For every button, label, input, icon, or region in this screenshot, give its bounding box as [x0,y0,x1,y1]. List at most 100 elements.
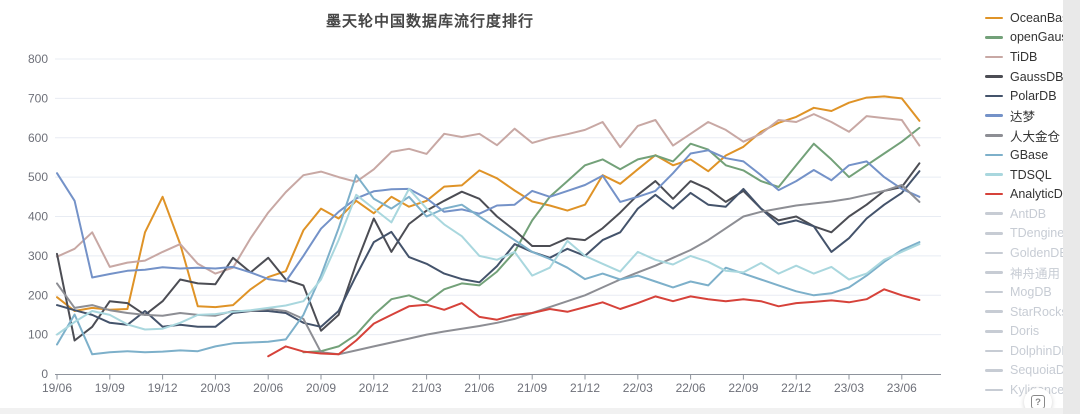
x-axis-tick-label: 22/03 [623,381,653,395]
legend-item-TDengine[interactable]: TDengine [985,224,1065,244]
legend-item-AnalyticDB[interactable]: AnalyticDB [985,184,1071,204]
legend-label: GBase [1010,147,1049,162]
legend-label: PolarDB [1010,89,1057,104]
legend-item-OceanBase[interactable]: OceanBase [985,8,1075,28]
x-axis-tick-label: 19/12 [148,381,178,395]
legend-line-swatch [985,232,1003,235]
legend-item-openGauss[interactable]: openGauss [985,28,1074,48]
legend-line-swatch [985,330,1003,333]
x-axis-tick-label: 20/03 [200,381,230,395]
x-axis-tick-label: 20/09 [306,381,336,395]
series-line-TiDB[interactable] [56,113,921,275]
x-axis-tick-label: 22/09 [728,381,758,395]
legend-item-TDSQL[interactable]: TDSQL [985,165,1065,185]
legend-line-swatch [985,55,1003,59]
legend-item-GoldenDB[interactable]: GoldenDB [985,243,1068,263]
legend-label: SequoiaDB [1010,363,1074,378]
x-axis-tick-label: 20/06 [253,381,283,395]
x-axis-tick-label: 23/03 [834,381,864,395]
legend-line-swatch [985,75,1003,78]
legend-item-Doris[interactable]: Doris [985,322,1065,342]
line-chart-canvas[interactable]: 0 100 200 300 400 500 600 700 800 19/06 19/09 19/12… [0,0,960,410]
question-mark-icon: ? [1031,395,1045,409]
series-line-openGauss[interactable] [302,126,921,354]
series-line-达梦[interactable] [56,149,921,283]
legend-label: MogDB [1010,285,1052,300]
legend-line-swatch [985,36,1003,39]
legend-line-swatch [985,153,1003,157]
y-axis-tick-label: 400 [28,210,48,224]
legend-item-PolarDB[interactable]: PolarDB [985,86,1065,106]
legend-item-StarRocks[interactable]: StarRocks [985,302,1068,322]
series-line-PolarDB[interactable] [56,170,921,328]
legend-label: AntDB [1010,206,1047,221]
legend-item-人大金仓[interactable]: 人大金仓 [985,126,1065,146]
legend-label: 达梦 [1010,110,1036,125]
x-axis-tick-label: 20/12 [359,381,389,395]
legend-line-swatch [985,134,1003,137]
legend-label: GoldenDB [1010,245,1068,260]
legend-label: StarRocks [1010,304,1068,319]
legend-line-swatch [985,349,1003,353]
legend-item-AntDB[interactable]: AntDB [985,204,1065,224]
legend-line-swatch [985,212,1003,216]
x-axis-tick-label: 21/03 [412,381,442,395]
page-bottom-gutter [0,408,1063,414]
legend-item-TiDB[interactable]: TiDB [985,47,1065,67]
x-axis-tick-label: 19/09 [95,381,125,395]
legend-label: DolphinDB [1010,343,1070,358]
legend-label: 神舟通用 [1010,267,1061,282]
legend-label: TiDB [1010,49,1038,64]
legend-line-swatch [985,173,1003,176]
y-axis-tick-label: 100 [28,328,48,342]
legend-line-swatch [985,290,1003,294]
series-line-GBase[interactable] [56,174,921,356]
grid-lines [55,58,941,336]
series-line-AnalyticDB[interactable] [267,288,921,358]
y-axis-tick-label: 800 [28,52,48,66]
series-line-GaussDB[interactable] [56,162,921,342]
legend: OceanBase openGauss TiDB GaussDB PolarDB 达梦人大… [985,8,1075,400]
legend-item-达梦[interactable]: 达梦 [985,106,1065,126]
legend-item-GBase[interactable]: GBase [985,145,1065,165]
legend-item-GaussDB[interactable]: GaussDB [985,67,1065,87]
y-axis-tick-label: 500 [28,170,48,184]
legend-label: OceanBase [1010,10,1076,25]
legend-line-swatch [985,369,1003,372]
legend-label: GaussDB [1010,69,1064,84]
legend-line-swatch [985,271,1003,274]
x-axis-tick-label: 21/12 [570,381,600,395]
page-right-gutter [1063,0,1080,414]
legend-label: TDengine [1010,226,1065,241]
y-axis-tick-label: 300 [28,249,48,263]
legend-line-swatch [985,192,1003,196]
legend-line-swatch [985,94,1003,98]
legend-label: Doris [1010,324,1040,339]
x-axis-tick-label: 21/06 [464,381,494,395]
series-lines [56,95,921,358]
legend-item-SequoiaDB[interactable]: SequoiaDB [985,361,1073,381]
x-axis-tick-label: 19/06 [42,381,72,395]
legend-label: TDSQL [1010,167,1052,182]
legend-label: openGauss [1010,30,1074,45]
x-axis-tick-label: 22/12 [781,381,811,395]
y-axis-tick-label: 200 [28,288,48,302]
legend-item-MogDB[interactable]: MogDB [985,282,1065,302]
legend-line-swatch [985,310,1003,313]
legend-label: 人大金仓 [1010,129,1061,144]
y-axis-tick-label: 0 [41,367,48,381]
y-axis-labels: 0 100 200 300 400 500 600 700 800 [28,52,48,381]
x-axis-tick-label: 22/06 [676,381,706,395]
legend-line-swatch [985,114,1003,118]
legend-label: AnalyticDB [1010,187,1072,202]
x-axis: 19/06 19/09 19/12 20/03 20/06 20/09 20/12 21/03… [42,374,941,395]
series-line-OceanBase[interactable] [56,95,921,312]
legend-item-神舟通用[interactable]: 神舟通用 [985,263,1065,283]
legend-item-DolphinDB[interactable]: DolphinDB [985,341,1070,361]
x-axis-tick-label: 21/09 [517,381,547,395]
legend-line-swatch [985,16,1003,20]
y-axis-tick-label: 700 [28,91,48,105]
series-line-TDSQL[interactable] [56,187,921,336]
chart-title: 墨天轮中国数据库流行度排行 [325,13,534,30]
